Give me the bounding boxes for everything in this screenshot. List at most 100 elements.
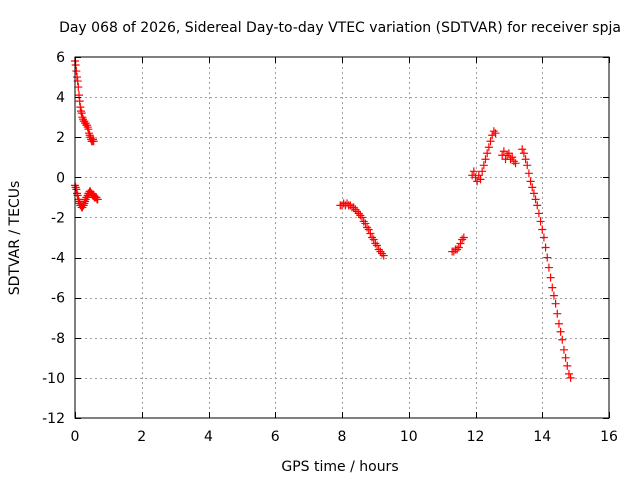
data-point [74,195,83,204]
data-point [454,243,463,252]
data-point [559,345,568,354]
data-point [83,123,92,132]
x-tick-label: 12 [467,429,485,445]
data-point [458,235,467,244]
y-tick-label: -8 [51,331,65,347]
axis-ticks [75,57,610,419]
y-tick-labels: -12 -10 -8 -6 -4 -2 0 2 4 6 [42,50,65,427]
y-tick-label: -12 [42,411,65,427]
data-point [93,195,102,204]
x-tick-label: 16 [600,429,618,445]
data-point [81,195,90,204]
data-point [77,109,86,118]
data-point [376,247,385,256]
chart-title: Day 068 of 2026, Sidereal Day-to-day VTE… [59,20,621,36]
data-point [349,203,358,212]
data-point [74,83,83,92]
data-point [79,115,88,124]
y-tick-label: 6 [56,50,65,66]
data-point [364,225,373,234]
x-tick-label: 0 [71,429,80,445]
data-point [554,319,563,328]
x-tick-label: 10 [400,429,418,445]
data-point [509,157,518,166]
data-point [523,161,532,170]
data-point [484,143,493,152]
data-point [506,155,515,164]
data-point [529,189,538,198]
data-points [71,57,575,382]
data-point [558,335,567,344]
data-point [85,129,94,138]
data-point [563,361,572,370]
x-tick-label: 8 [338,429,347,445]
data-point [359,217,368,226]
data-point [481,155,490,164]
data-point [75,97,84,106]
data-point [78,113,87,122]
data-point [81,197,90,206]
data-point [548,283,557,292]
data-point [76,103,85,112]
data-point [488,131,497,140]
data-point [564,369,573,378]
data-point [87,189,96,198]
data-point [89,135,98,144]
data-point [351,205,360,214]
data-point [541,243,550,252]
data-point [539,233,548,242]
data-point [468,171,477,180]
data-point [549,291,558,300]
data-point [533,201,542,210]
data-point [84,125,93,134]
data-point [369,235,378,244]
data-point [544,263,553,272]
data-point [73,189,82,198]
data-point [83,121,92,130]
data-point [379,251,388,260]
data-point [374,245,383,254]
data-point [72,67,81,76]
data-point [479,161,488,170]
data-point [456,239,465,248]
data-point [536,217,545,226]
data-point [371,239,380,248]
data-point [354,209,363,218]
grid-lines [75,57,609,418]
data-point [528,183,537,192]
data-point [378,249,387,258]
y-tick-label: -6 [51,291,65,307]
data-point [489,127,498,136]
data-point [86,187,95,196]
data-point [534,209,543,218]
data-point [538,225,547,234]
data-point [524,169,533,178]
data-point [356,211,365,220]
data-point [368,233,377,242]
data-point [504,149,513,158]
y-tick-label: 2 [56,130,65,146]
data-point [561,353,570,362]
data-point [486,137,495,146]
data-point [346,201,355,210]
data-point [71,183,80,192]
data-point [556,327,565,336]
data-point [478,167,487,176]
data-point [566,373,575,382]
data-point [483,149,492,158]
data-point [78,203,87,212]
data-point [453,245,462,254]
data-point [491,129,500,138]
y-tick-label: -2 [51,210,65,226]
data-point [518,145,527,154]
y-axis-label: SDTVAR / TECUs [7,181,23,296]
x-tick-label: 2 [137,429,146,445]
data-point [83,193,92,202]
data-point [551,299,560,308]
data-point [85,131,94,140]
data-point [474,171,483,180]
data-point [373,241,382,250]
data-point [366,229,375,238]
data-point [521,155,530,164]
